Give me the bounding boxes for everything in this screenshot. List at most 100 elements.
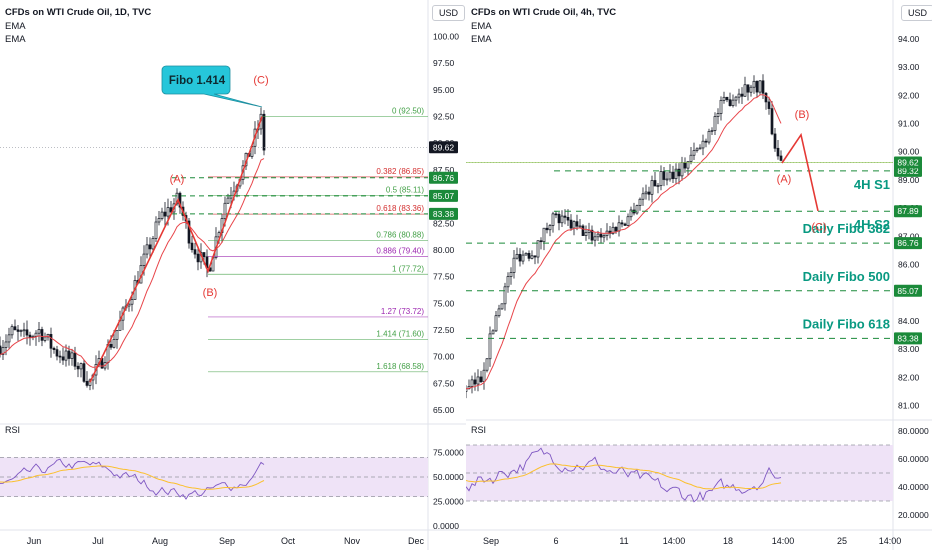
candle-body: [656, 185, 660, 188]
candle-body: [650, 180, 654, 195]
candle-body: [49, 334, 53, 349]
rsi-line: [466, 447, 782, 503]
ema-indicator-label[interactable]: EMA: [5, 34, 26, 45]
time-tick-label: Oct: [281, 536, 296, 546]
candle-body: [653, 180, 657, 187]
candle-body: [767, 101, 771, 109]
price-badge: [429, 171, 458, 184]
candle-body: [584, 232, 588, 236]
4h-chart-title: CFDs on WTI Crude Oil, 4h, TVC: [471, 7, 617, 18]
elliott-wave-line: [89, 116, 263, 383]
currency-button[interactable]: USD: [432, 5, 466, 21]
candle-body: [515, 253, 519, 259]
fibo-callout-text: Fibo 1.414: [169, 75, 226, 87]
candle-body: [512, 257, 516, 273]
candle-body: [145, 244, 149, 255]
candle-body: [13, 326, 17, 331]
wave-label: (C): [253, 74, 268, 86]
price-tick-label: 93.00: [898, 62, 920, 72]
wave-label: (C): [811, 222, 826, 234]
candle-body: [614, 226, 618, 232]
price-tick-label: 81.00: [898, 401, 920, 411]
candle-body: [764, 92, 768, 103]
candle-body: [79, 363, 83, 370]
candle-body: [674, 168, 678, 180]
candle-body: [695, 148, 699, 151]
price-badge: [429, 189, 458, 202]
candle-body: [581, 225, 585, 236]
price-tick-label: 90.00: [898, 147, 920, 157]
price-tick-label: 86.00: [898, 260, 920, 270]
candle-body: [770, 108, 774, 135]
candle-body: [746, 84, 750, 93]
candle-body: [226, 197, 230, 204]
candle-body: [500, 303, 504, 310]
candle-body: [716, 113, 720, 117]
currency-button[interactable]: USD: [901, 5, 932, 21]
price-tick-label: 67.50: [433, 378, 455, 388]
candle-body: [722, 96, 726, 101]
4h-chart-canvas[interactable]: 94.0093.0092.0091.0090.0089.0088.0087.00…: [466, 0, 932, 550]
candle-body: [169, 207, 173, 213]
candle-body: [599, 233, 603, 238]
time-tick-label: 11: [619, 536, 628, 546]
candle-body: [665, 178, 669, 181]
candle-body: [623, 223, 627, 226]
candle-body: [64, 350, 68, 361]
candle-body: [479, 376, 483, 383]
ema-indicator-label[interactable]: EMA: [471, 21, 492, 32]
candle-body: [539, 240, 543, 243]
price-badge-text: 89.62: [433, 142, 455, 152]
time-tick-label: 25: [837, 536, 847, 546]
candle-body: [22, 329, 26, 332]
price-badge: [894, 284, 922, 297]
candle-body: [710, 130, 714, 132]
candle-body: [743, 84, 747, 97]
ema-line: [466, 94, 782, 390]
ema-indicator-label[interactable]: EMA: [5, 21, 26, 32]
candle-body: [58, 355, 62, 358]
daily-chart-pane[interactable]: 100.0097.5095.0092.5090.0087.5085.0082.5…: [0, 0, 466, 550]
fib-level-label: 0.5 (85.11): [386, 185, 424, 194]
candle-body: [76, 365, 80, 370]
candle-body: [488, 333, 492, 360]
rsi-tick-label: 80.0000: [898, 426, 929, 436]
fib-level-label: 1.27 (73.72): [381, 307, 424, 316]
candle-body: [476, 376, 480, 385]
rsi-line: [0, 458, 265, 500]
rsi-tick-label: 25.0000: [433, 497, 464, 507]
candle-body: [166, 207, 170, 217]
candle-body: [473, 379, 477, 385]
candle-body: [728, 99, 732, 106]
price-tick-label: 77.50: [433, 272, 455, 282]
support-level-label: 4H S2: [854, 217, 890, 232]
4h-chart-pane[interactable]: 94.0093.0092.0091.0090.0089.0088.0087.00…: [466, 0, 932, 550]
wave-label: (B): [795, 109, 810, 121]
price-badge-text: 87.89: [897, 206, 919, 216]
candle-body: [677, 168, 681, 177]
candle-body: [494, 315, 498, 332]
candle-body: [509, 272, 513, 277]
rsi-indicator-label[interactable]: RSI: [471, 425, 487, 435]
candle-body: [635, 205, 639, 214]
price-badge-text: 86.76: [897, 238, 919, 248]
daily-chart-canvas[interactable]: 100.0097.5095.0092.5090.0087.5085.0082.5…: [0, 0, 466, 550]
candle-body: [758, 80, 762, 93]
candle-body: [617, 222, 621, 232]
candle-body: [755, 80, 759, 93]
candle-body: [142, 253, 146, 266]
candle-body: [647, 191, 651, 195]
ema-indicator-label[interactable]: EMA: [471, 34, 492, 45]
candle-body: [641, 193, 645, 200]
candle-body: [542, 227, 546, 243]
candle-body: [626, 216, 630, 226]
candle-body: [737, 93, 741, 98]
candle-body: [40, 329, 44, 341]
candle-body: [545, 227, 549, 231]
candle-body: [52, 347, 56, 350]
rsi-indicator-label[interactable]: RSI: [5, 425, 21, 435]
candle-body: [662, 171, 666, 180]
candle-body: [193, 249, 197, 255]
price-tick-label: 97.50: [433, 58, 455, 68]
candle-body: [112, 338, 116, 348]
